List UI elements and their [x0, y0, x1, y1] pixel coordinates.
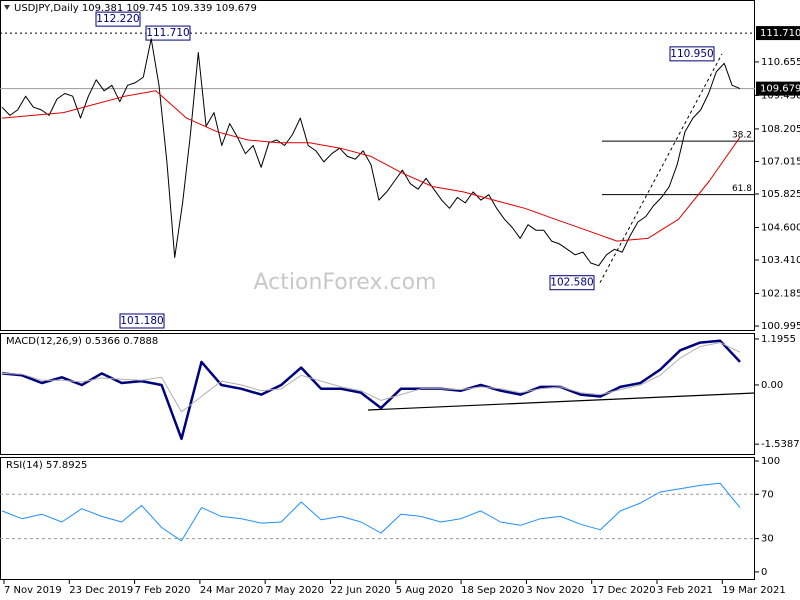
y-tick-label: 0.00	[761, 380, 783, 391]
y-tick-label: 103.410	[761, 255, 800, 266]
level-box	[756, 26, 800, 41]
x-tick-label: 3 Nov 2020	[526, 585, 584, 596]
y-tick-label: 109.430	[761, 90, 800, 101]
x-tick-label: 3 Feb 2021	[657, 585, 713, 596]
symbol-icon	[4, 5, 10, 10]
y-tick-label: 100	[761, 456, 780, 467]
pane-title: MACD(12,26,9) 0.5366 0.7888	[6, 336, 158, 347]
annotation-box	[549, 275, 595, 291]
y-tick-label: 70	[761, 489, 774, 500]
y-tick-label: 0	[761, 567, 767, 578]
fib-label: 38.2	[732, 131, 752, 141]
annotation-label: 101.180	[120, 315, 163, 327]
y-tick-label: 30	[761, 534, 774, 545]
x-tick-label: 19 Mar 2021	[722, 585, 785, 596]
y-tick-label: -1.5387	[761, 439, 800, 450]
trend-line	[599, 53, 723, 283]
pane-title: USDJPY,Daily 109.381 109.745 109.339 109…	[14, 3, 257, 14]
y-tick-label: 1.1955	[761, 334, 796, 345]
x-tick-label: 23 Dec 2019	[69, 585, 133, 596]
fib-label: 61.8	[732, 184, 752, 194]
price-pane	[0, 0, 755, 331]
x-tick-label: 22 Jun 2020	[331, 585, 391, 596]
x-tick-label: 7 Nov 2019	[4, 585, 62, 596]
y-tick-label: 100.995	[761, 321, 800, 332]
macd-trendline	[367, 392, 756, 411]
level-label: 111.710	[760, 28, 800, 39]
series-line	[1, 482, 741, 542]
x-tick-label: 5 Aug 2020	[396, 585, 454, 596]
y-tick-label: 105.825	[761, 189, 800, 200]
annotation-box	[145, 25, 191, 41]
x-tick-label: 18 Sep 2020	[461, 585, 524, 596]
y-tick-label: 104.600	[761, 222, 800, 233]
x-tick-label: 7 Feb 2020	[135, 585, 191, 596]
y-tick-label: 102.185	[761, 289, 800, 300]
annotation-label: 112.220	[96, 13, 139, 25]
level-label: 109.679	[760, 84, 800, 95]
y-tick-label: 108.205	[761, 124, 800, 135]
x-tick-label: 17 Dec 2020	[592, 585, 656, 596]
annotation-label: 102.580	[550, 277, 593, 289]
macd-pane	[0, 333, 755, 455]
annotation-label: 111.710	[146, 27, 189, 39]
x-tick-label: 24 Mar 2020	[200, 585, 263, 596]
series-line	[1, 342, 741, 413]
rsi-pane	[0, 457, 755, 580]
level-box	[756, 81, 800, 96]
y-tick-label: 110.655	[761, 57, 800, 68]
y-tick-label: 107.015	[761, 156, 800, 167]
series-line	[1, 339, 741, 441]
annotation-label: 110.950	[670, 48, 713, 60]
series-line	[1, 38, 741, 267]
annotation-box	[669, 46, 715, 62]
annotation-box	[119, 313, 165, 329]
watermark: ActionForex.com	[254, 270, 437, 295]
series-line	[1, 90, 741, 242]
x-tick-label: 7 May 2020	[265, 585, 324, 596]
pane-title: RSI(14) 57.8925	[6, 460, 87, 471]
annotation-box	[95, 11, 141, 27]
